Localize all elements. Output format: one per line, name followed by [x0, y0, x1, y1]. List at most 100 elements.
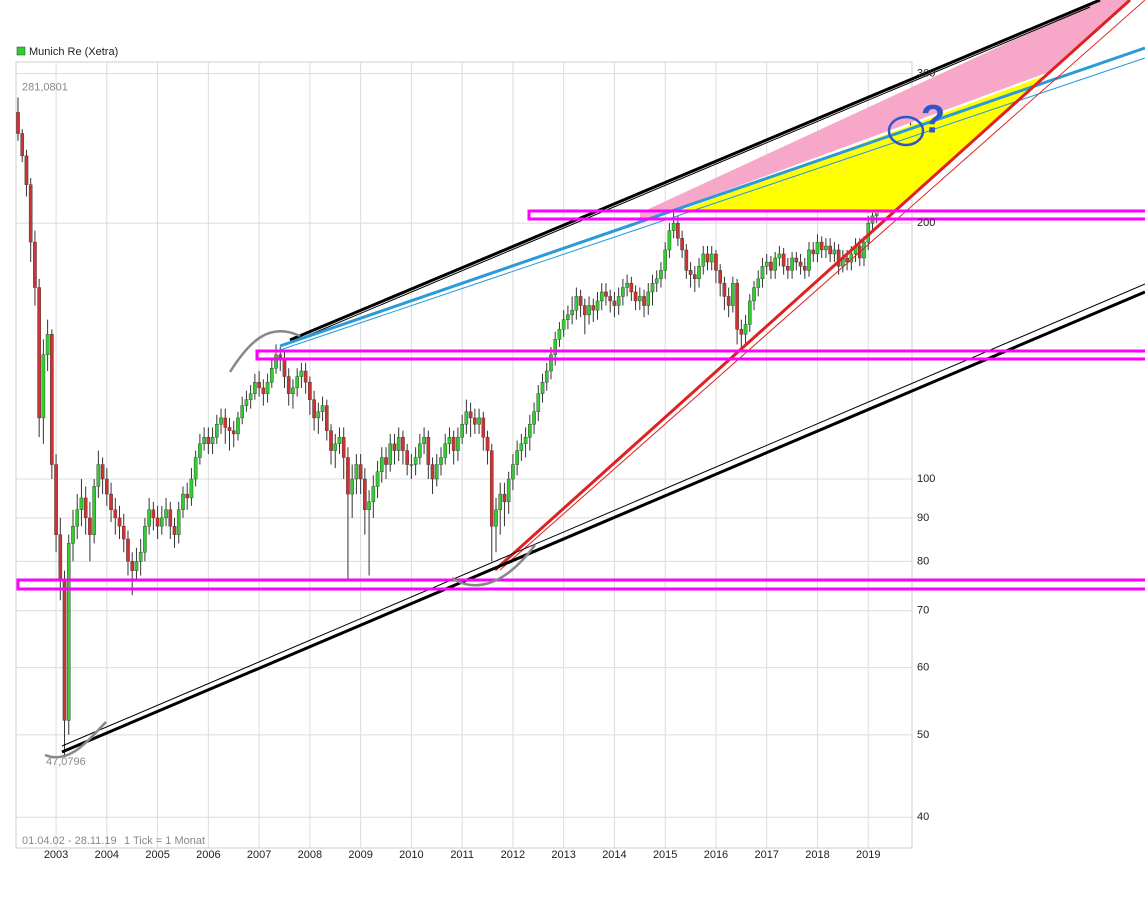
candle-body — [506, 478, 511, 503]
candle-body — [392, 443, 397, 451]
y-tick-label: 300 — [917, 67, 935, 79]
candle-body — [244, 399, 249, 406]
candle-body — [282, 359, 287, 377]
candle-body — [66, 543, 71, 721]
candle-body — [481, 417, 486, 438]
candle-body — [832, 249, 837, 255]
candle-body — [96, 464, 101, 487]
candle-body — [164, 509, 168, 519]
candle-body — [215, 424, 219, 438]
y-tick-label: 200 — [917, 217, 935, 229]
candle-body — [270, 368, 274, 383]
candle-body — [485, 436, 490, 451]
x-tick-label: 2003 — [44, 849, 68, 861]
candle-body — [523, 436, 528, 445]
candle-body — [735, 282, 739, 330]
y-tick-label: 100 — [917, 473, 935, 485]
candle-body — [824, 245, 828, 251]
x-tick-label: 2009 — [348, 849, 372, 861]
candle-body — [807, 249, 811, 271]
min-label: 47,0796 — [46, 756, 86, 768]
question-mark: ? — [921, 98, 945, 142]
candle-body — [333, 443, 338, 451]
x-tick-label: 2008 — [298, 849, 322, 861]
pink-zone — [640, 0, 1130, 222]
y-tick-label: 60 — [917, 661, 929, 673]
candle-body — [646, 291, 651, 306]
date-range: 01.04.02 - 28.11.19 — [22, 835, 117, 847]
candle-body — [422, 436, 426, 445]
candle-body — [760, 265, 765, 280]
x-tick-label: 2011 — [450, 849, 474, 861]
candle-body — [498, 493, 503, 510]
candle-body — [659, 270, 663, 280]
x-tick-label: 2017 — [754, 849, 778, 861]
candle-body — [324, 405, 329, 431]
y-tick-label: 70 — [917, 605, 929, 617]
candle-body — [439, 457, 443, 465]
candle-body — [121, 525, 126, 540]
candle-body — [168, 509, 173, 527]
candle-body — [155, 517, 160, 527]
candle-body — [561, 319, 566, 330]
candle-body — [786, 265, 790, 271]
x-tick-label: 2016 — [704, 849, 728, 861]
candle-body — [604, 291, 608, 297]
candle-body — [363, 478, 367, 510]
y-tick-label: 90 — [917, 512, 929, 524]
candles — [16, 97, 913, 758]
candle-body — [625, 282, 629, 288]
candle-body — [443, 443, 448, 458]
candle-body — [176, 509, 181, 535]
candle-body — [16, 112, 20, 134]
x-tick-label: 2010 — [399, 849, 423, 861]
candle-body — [477, 417, 481, 425]
x-tick-label: 2013 — [551, 849, 575, 861]
candle-body — [642, 296, 646, 306]
candle-body — [502, 493, 507, 503]
candle-body — [117, 517, 122, 527]
candle-body — [752, 287, 756, 302]
candle-body — [836, 249, 841, 267]
candle-body — [570, 309, 574, 316]
candle-body — [612, 300, 617, 306]
candle-body — [227, 427, 232, 431]
candle-body — [303, 370, 308, 383]
candle-body — [845, 257, 849, 263]
candle-body — [396, 436, 401, 451]
candle-body — [75, 509, 80, 527]
candle-body — [426, 436, 431, 465]
candle-body — [621, 287, 625, 297]
candle-body — [257, 381, 261, 389]
candle-body — [553, 339, 558, 356]
candle-body — [151, 509, 156, 519]
candle-body — [794, 257, 799, 263]
candle-body — [764, 261, 769, 267]
candle-body — [189, 478, 194, 499]
candle-body — [709, 253, 714, 263]
candle-body — [409, 464, 414, 466]
candle-body — [88, 517, 92, 535]
candle-body — [274, 354, 278, 369]
candle-body — [337, 436, 342, 445]
candle-body — [769, 261, 773, 271]
candle-body — [79, 497, 84, 510]
candle-body — [663, 249, 667, 271]
candle-body — [265, 381, 270, 394]
candle-body — [773, 257, 777, 271]
candle-body — [316, 411, 321, 419]
candle-body — [578, 296, 583, 306]
candle-body — [62, 580, 67, 721]
candle-body — [532, 411, 536, 425]
candle-body — [451, 436, 456, 451]
candle-body — [384, 457, 388, 465]
candle-body — [684, 249, 689, 271]
candle-body — [815, 241, 820, 255]
legend-swatch — [16, 46, 26, 56]
trend-line — [279, 46, 1145, 348]
candle-body — [697, 265, 701, 280]
candle-body — [253, 381, 257, 394]
zone-box — [16, 578, 1145, 591]
candle-body — [743, 324, 748, 335]
candle-body — [341, 436, 346, 458]
